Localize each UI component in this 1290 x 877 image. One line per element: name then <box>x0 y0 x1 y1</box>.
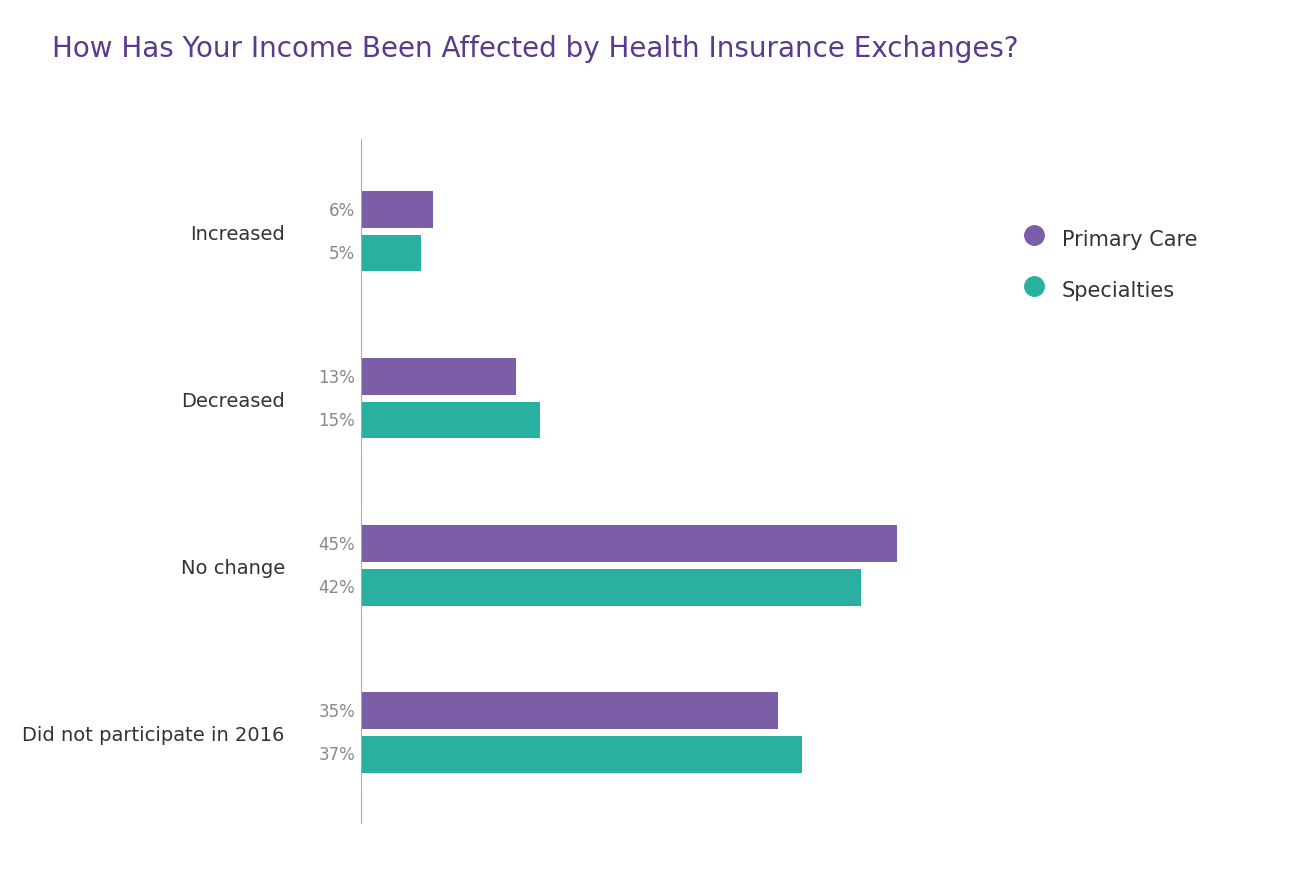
Bar <box>361 235 421 272</box>
Text: 5%: 5% <box>329 245 355 263</box>
Legend: Primary Care, Specialties: Primary Care, Specialties <box>1004 205 1218 323</box>
Text: 37%: 37% <box>319 745 355 763</box>
Bar <box>361 192 432 229</box>
Text: 45%: 45% <box>319 535 355 553</box>
Bar <box>361 569 862 606</box>
Text: How Has Your Income Been Affected by Health Insurance Exchanges?: How Has Your Income Been Affected by Hea… <box>52 35 1018 63</box>
Bar <box>361 403 539 439</box>
Bar <box>361 525 897 562</box>
Bar <box>361 693 778 730</box>
Text: 13%: 13% <box>319 368 355 386</box>
Text: 6%: 6% <box>329 202 355 219</box>
Bar <box>361 359 516 396</box>
Bar <box>361 736 802 773</box>
Text: 42%: 42% <box>319 579 355 596</box>
Text: 35%: 35% <box>319 702 355 720</box>
Text: 15%: 15% <box>319 411 355 430</box>
